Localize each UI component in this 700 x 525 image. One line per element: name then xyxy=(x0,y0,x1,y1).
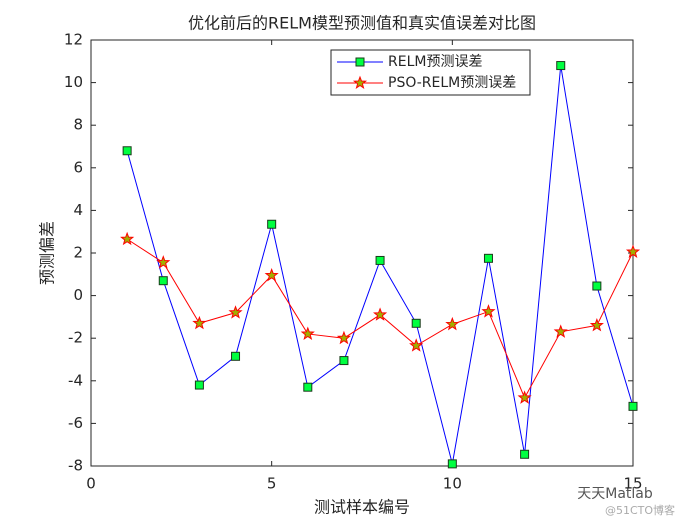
legend-marker xyxy=(352,75,368,90)
y-tick-label: 12 xyxy=(64,31,83,49)
legend-label: RELM预测误差 xyxy=(388,54,482,70)
marker xyxy=(589,317,604,332)
watermark-brand: 天天Matlab xyxy=(577,486,653,502)
x-tick-label: 5 xyxy=(267,475,277,493)
marker xyxy=(625,244,641,258)
marker xyxy=(228,305,243,319)
y-tick-label: 6 xyxy=(73,158,83,176)
marker xyxy=(194,380,204,390)
marker xyxy=(592,281,602,291)
marker xyxy=(192,315,207,330)
marker xyxy=(517,390,532,404)
y-axis-label: 预测偏差 xyxy=(38,221,57,285)
y-tick-label: 2 xyxy=(73,244,83,262)
axes-box xyxy=(90,39,634,467)
y-tick-label: 0 xyxy=(73,286,83,304)
marker xyxy=(481,304,496,318)
marker xyxy=(411,318,421,328)
marker xyxy=(445,316,460,331)
chart-title: 优化前后的RELM模型预测值和真实值误差对比图 xyxy=(188,14,536,33)
marker xyxy=(156,255,171,269)
x-tick-label: 15 xyxy=(623,475,642,493)
x-axis-label: 测试样本编号 xyxy=(314,498,410,517)
marker xyxy=(264,267,279,282)
y-tick-label: 4 xyxy=(73,201,83,219)
marker xyxy=(556,61,566,71)
marker xyxy=(375,255,385,265)
x-tick-label: 10 xyxy=(443,475,462,493)
marker xyxy=(483,253,493,263)
y-tick-label: -6 xyxy=(68,414,83,432)
legend-label: PSO-RELM预测误差 xyxy=(388,75,516,91)
marker xyxy=(231,351,241,361)
x-tick-label: 0 xyxy=(86,475,96,493)
y-tick-label: 10 xyxy=(64,73,83,91)
marker xyxy=(628,401,638,411)
marker xyxy=(122,146,132,156)
marker xyxy=(339,356,349,366)
legend-marker xyxy=(355,57,365,67)
marker xyxy=(409,338,424,352)
marker xyxy=(120,231,135,246)
marker xyxy=(553,324,568,338)
y-tick-label: 8 xyxy=(73,116,83,134)
y-tick-label: -2 xyxy=(68,329,83,347)
y-tick-label: -8 xyxy=(68,457,83,475)
marker xyxy=(373,307,388,321)
watermark-site: @51CTO博客 xyxy=(605,503,675,517)
marker xyxy=(267,219,277,229)
y-tick-label: -4 xyxy=(68,371,83,389)
marker xyxy=(336,330,351,345)
marker xyxy=(303,382,313,392)
marker xyxy=(300,326,315,340)
marker xyxy=(447,459,457,469)
marker xyxy=(520,449,530,459)
marker xyxy=(158,276,168,286)
